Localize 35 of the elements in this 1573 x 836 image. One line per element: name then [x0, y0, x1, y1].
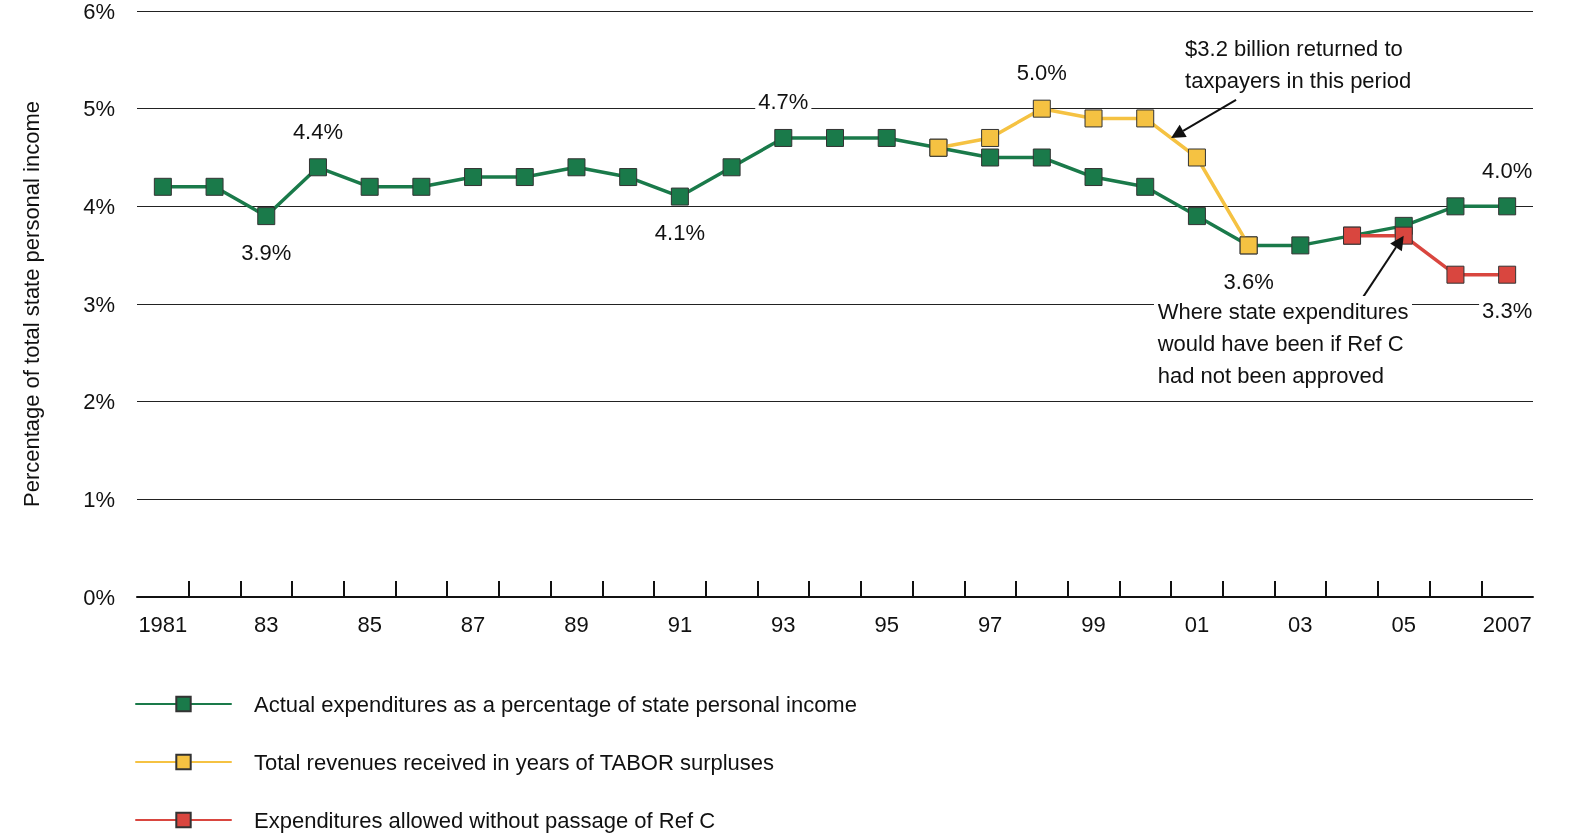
legend-label: Total revenues received in years of TABOR surpluses — [254, 749, 775, 775]
legend-label: Expenditures allowed without passage of Ref C — [254, 807, 716, 833]
x-tick-label: 03 — [1288, 611, 1313, 637]
x-tick-label: 05 — [1391, 611, 1416, 637]
y-tick-label: 5% — [83, 96, 115, 122]
annotation: Where state expenditures would have been if Ref C had not been approved — [1153, 295, 1413, 392]
data-label: 3.6% — [1223, 268, 1274, 294]
x-tick-label: 1981 — [138, 611, 188, 637]
x-tick-label: 97 — [977, 611, 1003, 637]
y-axis-title: Percentage of total state personal income — [18, 100, 44, 508]
x-tick-label: 87 — [460, 611, 486, 637]
y-tick-label: 0% — [83, 584, 115, 610]
x-tick-label: 2007 — [1482, 611, 1532, 637]
x-tick-label: 91 — [667, 611, 693, 637]
x-tick-label: 93 — [771, 611, 796, 637]
data-label: 3.9% — [241, 239, 292, 265]
legend-label: Actual expenditures as a percentage of state personal income — [254, 691, 857, 717]
data-label: 5.0% — [1016, 60, 1067, 86]
x-tick-label: 83 — [254, 611, 279, 637]
x-tick-label: 89 — [564, 611, 589, 637]
y-tick-label: 2% — [83, 389, 115, 415]
data-label: 4.0% — [1482, 157, 1533, 183]
x-tick-label: 95 — [874, 611, 899, 637]
y-tick-label: 1% — [83, 486, 115, 512]
data-label: 4.7% — [758, 89, 809, 115]
data-label: 4.4% — [292, 118, 344, 144]
x-tick-label: 01 — [1184, 611, 1210, 637]
y-tick-label: 4% — [83, 193, 115, 219]
x-tick-label: 99 — [1081, 611, 1106, 637]
x-tick-label: 85 — [357, 611, 382, 637]
y-tick-label: 3% — [83, 291, 115, 317]
data-label: 3.3% — [1482, 298, 1533, 324]
annotation: $3.2 billion returned to taxpayers in this period — [1181, 32, 1416, 97]
y-tick-label: 6% — [83, 0, 115, 24]
data-label: 4.1% — [654, 220, 705, 246]
